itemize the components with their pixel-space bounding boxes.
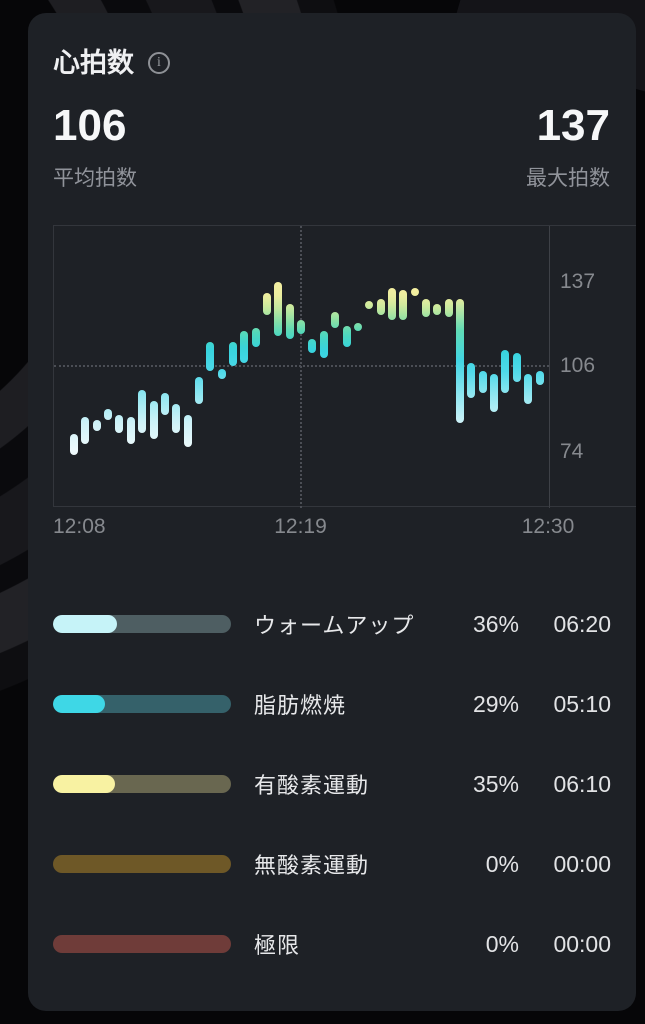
- right-axis-line: [549, 226, 550, 508]
- zone-progress-bar: [53, 775, 231, 793]
- heart-rate-range-bar: [160, 393, 169, 415]
- zone-progress-fill: [53, 615, 118, 633]
- heart-rate-range-bar: [376, 298, 385, 315]
- zone-label: 脂肪燃焼: [254, 693, 347, 718]
- zone-progress-fill: [53, 695, 105, 713]
- zone-label: 極限: [254, 933, 301, 958]
- heart-rate-range-bar: [308, 339, 317, 353]
- heart-rate-range-bar: [456, 298, 464, 423]
- zone-progress-fill: [53, 775, 116, 793]
- zone-time: 06:10: [553, 770, 611, 797]
- average-heart-rate-value: 106: [53, 101, 127, 150]
- heart-rate-range-bar: [217, 368, 226, 380]
- heart-rate-range-bar: [342, 325, 351, 348]
- heart-rate-range-bar: [274, 282, 283, 337]
- heart-rate-range-bar: [422, 298, 430, 318]
- heart-rate-range-bar: [229, 341, 237, 366]
- zone-row-fat-burn: 脂肪燃焼 29% 05:10: [53, 664, 611, 744]
- heart-rate-range-bar: [331, 312, 340, 329]
- zone-percent: 0%: [485, 850, 519, 877]
- heart-rate-range-bar: [399, 290, 408, 321]
- heart-rate-range-bar: [126, 417, 135, 445]
- heart-rate-range-bar: [490, 374, 499, 412]
- x-axis-tick-label: 12:08: [53, 515, 106, 538]
- plot-area[interactable]: [54, 226, 549, 508]
- card-header: 心拍数 i: [53, 47, 611, 79]
- heart-rate-range-bar: [183, 414, 192, 447]
- zone-label: ウォームアップ: [254, 613, 415, 638]
- heart-rate-range-bar: [353, 322, 362, 331]
- zone-time: 05:10: [553, 690, 611, 717]
- heart-rate-range-bar: [365, 301, 374, 310]
- zone-progress-bar: [53, 855, 231, 873]
- heart-rate-range-bar: [92, 420, 101, 431]
- y-axis-tick-label: 106: [560, 354, 596, 377]
- heart-rate-range-bar: [433, 303, 442, 315]
- heart-rate-card: 心拍数 i 106 平均拍数 137 最大拍数 137 106 74 12:08 12…: [28, 13, 636, 1011]
- heart-rate-zones-list: ウォームアップ 36% 06:20 脂肪燃焼 29% 05:10 有酸素運動 3…: [53, 584, 611, 984]
- gridline-vertical-1219: [300, 226, 302, 508]
- zone-progress-bar: [53, 615, 231, 633]
- y-axis-tick-label: 137: [560, 270, 596, 294]
- heart-rate-range-bar: [501, 349, 510, 393]
- zone-row-extreme: 極限 0% 00:00: [53, 904, 611, 984]
- page-title: 心拍数: [53, 48, 134, 78]
- zone-progress-bar: [53, 695, 231, 713]
- heart-rate-range-bar: [319, 330, 328, 358]
- info-icon[interactable]: i: [148, 52, 170, 74]
- heart-rate-range-bar: [535, 371, 544, 385]
- zone-row-aerobic: 有酸素運動 35% 06:10: [53, 744, 611, 824]
- zone-time: 00:00: [553, 850, 611, 877]
- zone-time: 06:20: [553, 610, 611, 637]
- heart-rate-range-bar: [263, 293, 271, 315]
- heart-rate-range-bar: [251, 328, 260, 348]
- y-axis-tick-label: 74: [560, 440, 584, 464]
- max-heart-rate-value: 137: [536, 101, 610, 150]
- x-axis-tick-label: 12:30: [521, 515, 575, 538]
- heart-rate-range-bar: [478, 371, 487, 393]
- heart-rate-range-bar: [81, 417, 90, 445]
- zone-row-anaerobic: 無酸素運動 0% 00:00: [53, 824, 611, 904]
- heart-rate-range-bar: [387, 287, 396, 321]
- zone-percent: 0%: [485, 930, 519, 957]
- zone-row-warmup: ウォームアップ 36% 06:20: [53, 584, 611, 664]
- heart-rate-range-bar: [524, 374, 533, 404]
- heart-rate-range-bar: [115, 414, 124, 434]
- heart-rate-range-bar: [172, 403, 181, 434]
- heart-rate-range-bar: [297, 320, 306, 334]
- heart-rate-range-bar: [138, 390, 147, 434]
- heart-rate-range-bar: [285, 303, 294, 339]
- heart-rate-range-bar: [512, 352, 521, 383]
- heart-rate-range-bar: [467, 363, 476, 399]
- heart-rate-range-bar: [194, 376, 203, 404]
- zone-label: 無酸素運動: [254, 853, 370, 878]
- heart-rate-range-bar: [70, 433, 78, 456]
- max-heart-rate-label: 最大拍数: [526, 167, 610, 190]
- heart-rate-range-bar: [444, 298, 453, 318]
- average-heart-rate-label: 平均拍数: [53, 167, 137, 190]
- zone-percent: 35%: [472, 770, 519, 797]
- zone-progress-bar: [53, 935, 231, 953]
- heart-rate-range-bar: [149, 401, 158, 439]
- zone-percent: 36%: [472, 610, 519, 637]
- heart-rate-range-bar: [240, 330, 249, 364]
- x-axis-tick-label: 12:19: [274, 515, 327, 538]
- heart-rate-range-bar: [410, 287, 419, 296]
- heart-rate-range-bar: [206, 341, 215, 372]
- x-axis-labels: 12:08 12:19 12:30: [53, 514, 636, 540]
- zone-time: 00:00: [553, 930, 611, 957]
- heart-rate-range-bar: [104, 409, 113, 420]
- zone-label: 有酸素運動: [254, 773, 370, 798]
- zone-percent: 29%: [472, 690, 519, 717]
- heart-rate-chart: 137 106 74: [53, 225, 636, 508]
